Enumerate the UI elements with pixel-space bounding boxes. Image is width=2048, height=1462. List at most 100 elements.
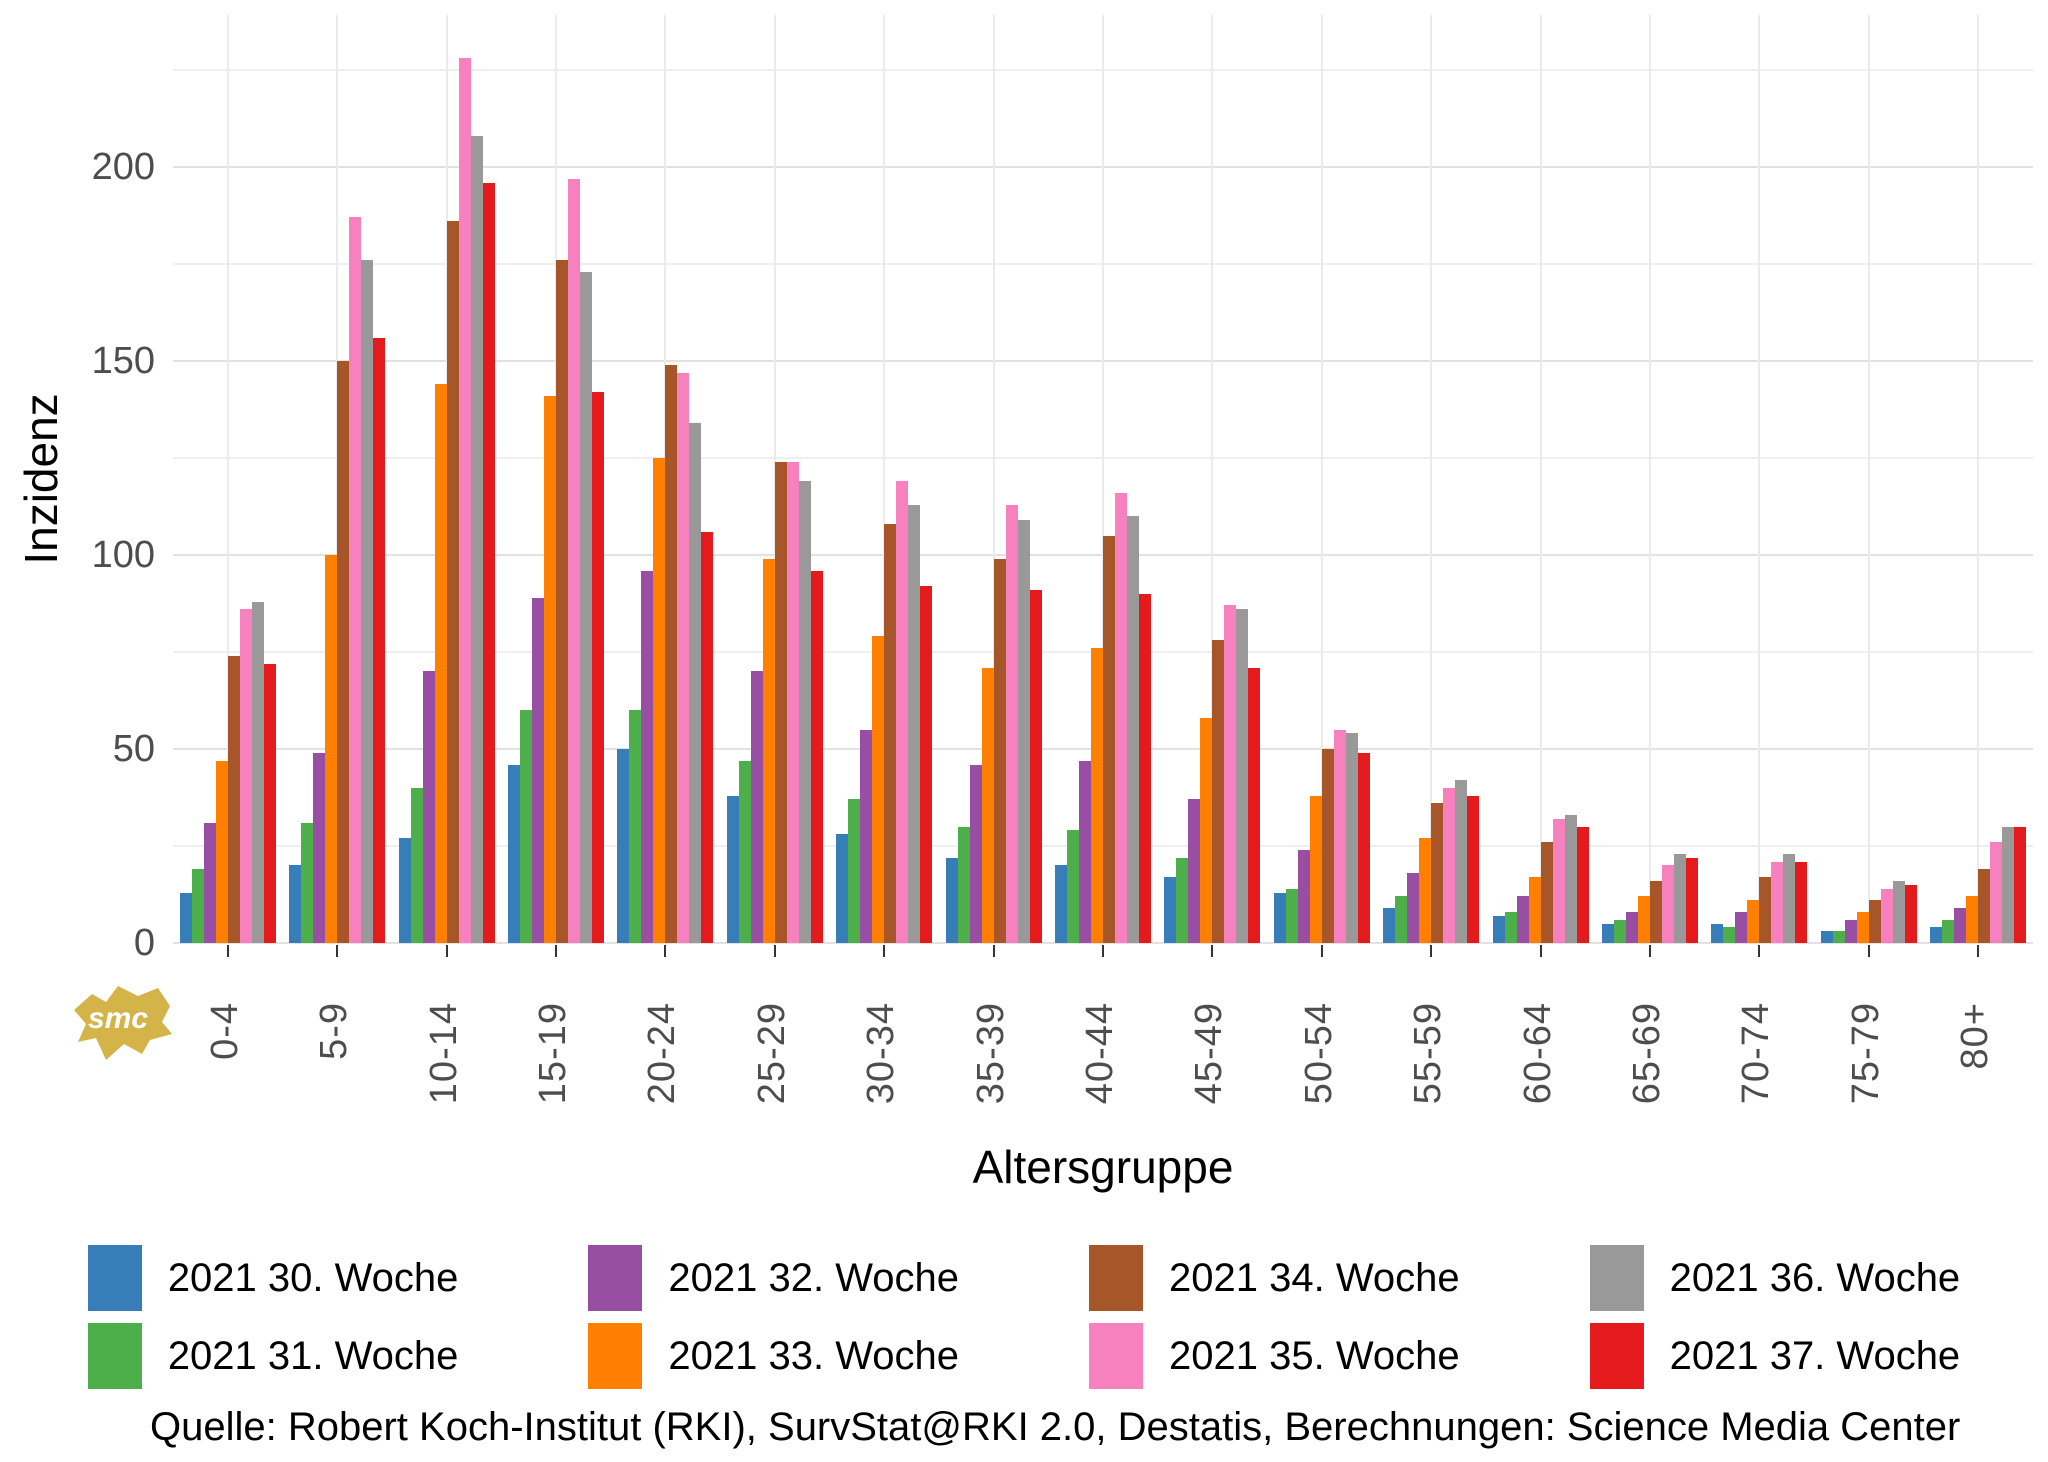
bar-2021-34-65-69	[1650, 881, 1663, 943]
bar-2021-30-25-29	[726, 796, 739, 943]
bar-2021-32-65-69	[1626, 912, 1639, 943]
vertical-gridline	[1649, 15, 1652, 943]
x-tick-label: 15-19	[531, 1002, 574, 1105]
bar-2021-37-50-54	[1357, 753, 1370, 943]
bar-2021-37-40-44	[1139, 594, 1151, 943]
x-tick-mark	[1102, 945, 1104, 957]
bar-2021-33-20-24	[653, 458, 666, 943]
x-tick-mark	[664, 945, 667, 957]
bar-2021-34-45-49	[1212, 640, 1225, 943]
bar-2021-34-40-44	[1103, 536, 1115, 943]
bar-2021-32-80+	[1954, 908, 1967, 943]
bar-2021-34-0-4	[227, 656, 240, 943]
plot-panel	[173, 15, 2033, 944]
x-tick-mark	[1430, 945, 1433, 957]
bar-2021-37-35-39	[1029, 590, 1042, 943]
bar-2021-31-5-9	[301, 823, 314, 943]
bar-2021-34-75-79	[1868, 900, 1881, 943]
bar-2021-33-45-49	[1200, 718, 1213, 943]
legend-item: 2021 35. Woche	[1089, 1323, 1460, 1389]
bar-2021-35-30-34	[896, 481, 909, 943]
bar-2021-31-25-29	[738, 761, 751, 943]
bar-2021-36-70-74	[1783, 854, 1796, 943]
bar-2021-33-10-14	[434, 384, 447, 943]
x-tick-label: 5-9	[313, 1002, 356, 1060]
bar-2021-35-35-39	[1005, 505, 1018, 943]
bar-2021-37-65-69	[1686, 858, 1699, 943]
x-tick-mark	[883, 945, 886, 957]
vertical-gridline	[1539, 15, 1542, 943]
bar-2021-33-5-9	[325, 555, 338, 943]
bar-2021-37-30-34	[920, 586, 933, 943]
x-axis-title: Altersgruppe	[972, 1141, 1234, 1193]
bar-2021-30-60-64	[1492, 916, 1505, 943]
bar-2021-34-35-39	[993, 559, 1006, 943]
vertical-gridline	[226, 15, 229, 943]
bar-2021-30-70-74	[1711, 924, 1724, 943]
legend-item: 2021 32. Woche	[588, 1245, 959, 1311]
bar-2021-36-80+	[2002, 827, 2015, 943]
bar-2021-34-25-29	[774, 462, 787, 943]
bar-2021-30-45-49	[1164, 877, 1177, 943]
bar-2021-31-0-4	[191, 869, 204, 943]
bar-2021-32-20-24	[641, 571, 654, 943]
bar-2021-37-20-24	[701, 532, 714, 943]
bar-2021-32-10-14	[422, 671, 435, 943]
source-caption: Quelle: Robert Koch-Institut (RKI), Surv…	[150, 1405, 1961, 1449]
legend-label: 2021 37. Woche	[1669, 1333, 1961, 1378]
legend-swatch	[588, 1323, 643, 1389]
bar-2021-35-80+	[1990, 842, 2003, 943]
x-tick-label: 30-34	[860, 1002, 903, 1105]
bar-2021-33-40-44	[1091, 648, 1103, 943]
bar-2021-32-35-39	[969, 765, 982, 943]
bar-2021-31-50-54	[1285, 889, 1298, 943]
vertical-gridline	[992, 15, 995, 943]
bar-2021-31-55-59	[1395, 896, 1408, 943]
bar-2021-35-55-59	[1443, 788, 1456, 943]
x-tick-mark	[336, 945, 339, 957]
x-tick-label: 50-54	[1297, 1002, 1340, 1105]
bar-2021-30-65-69	[1602, 924, 1615, 943]
bar-2021-35-45-49	[1224, 605, 1237, 943]
x-tick-mark	[1649, 945, 1652, 957]
vertical-gridline	[1102, 15, 1104, 943]
bar-2021-32-15-19	[531, 598, 544, 943]
legend-label: 2021 34. Woche	[1169, 1255, 1460, 1300]
x-tick-label: 45-49	[1188, 1002, 1231, 1105]
legend-item: 2021 37. Woche	[1589, 1323, 1961, 1389]
smc-logo-shape	[74, 986, 172, 1060]
bar-2021-34-60-64	[1540, 842, 1553, 943]
y-tick-label: 100	[91, 534, 155, 576]
x-tick-mark	[1211, 945, 1214, 957]
vertical-gridline	[1758, 15, 1761, 943]
bar-2021-36-50-54	[1345, 733, 1358, 943]
bar-2021-32-40-44	[1079, 761, 1091, 943]
x-tick-mark	[1320, 945, 1323, 957]
x-tick-label: 40-44	[1079, 1002, 1121, 1105]
bar-2021-31-40-44	[1067, 830, 1079, 943]
bar-2021-33-0-4	[215, 761, 228, 943]
bar-2021-33-35-39	[981, 668, 994, 943]
bar-2021-30-80+	[1930, 927, 1943, 943]
smc-logo: smc	[74, 986, 172, 1060]
bar-2021-34-30-34	[884, 524, 897, 943]
x-tick-label: 80+	[1954, 1002, 1997, 1070]
bar-2021-33-25-29	[762, 559, 775, 943]
x-tick-label: 75-79	[1844, 1002, 1887, 1105]
bar-2021-31-15-19	[519, 710, 532, 943]
bar-2021-36-20-24	[689, 423, 702, 943]
bar-2021-31-30-34	[848, 799, 861, 943]
vertical-gridline	[1320, 15, 1323, 943]
bar-2021-37-70-74	[1795, 862, 1808, 943]
bar-2021-37-80+	[2014, 827, 2027, 943]
bar-2021-36-15-19	[579, 272, 592, 943]
x-tick-label: 0-4	[203, 1002, 246, 1060]
x-tick-label: 65-69	[1626, 1002, 1669, 1105]
x-tick-label: 35-39	[969, 1002, 1012, 1105]
x-tick-mark	[992, 945, 995, 957]
bar-2021-31-65-69	[1614, 920, 1627, 943]
y-tick-label: 0	[133, 922, 155, 964]
bar-2021-35-10-14	[458, 58, 471, 943]
legend-label: 2021 30. Woche	[167, 1255, 459, 1300]
